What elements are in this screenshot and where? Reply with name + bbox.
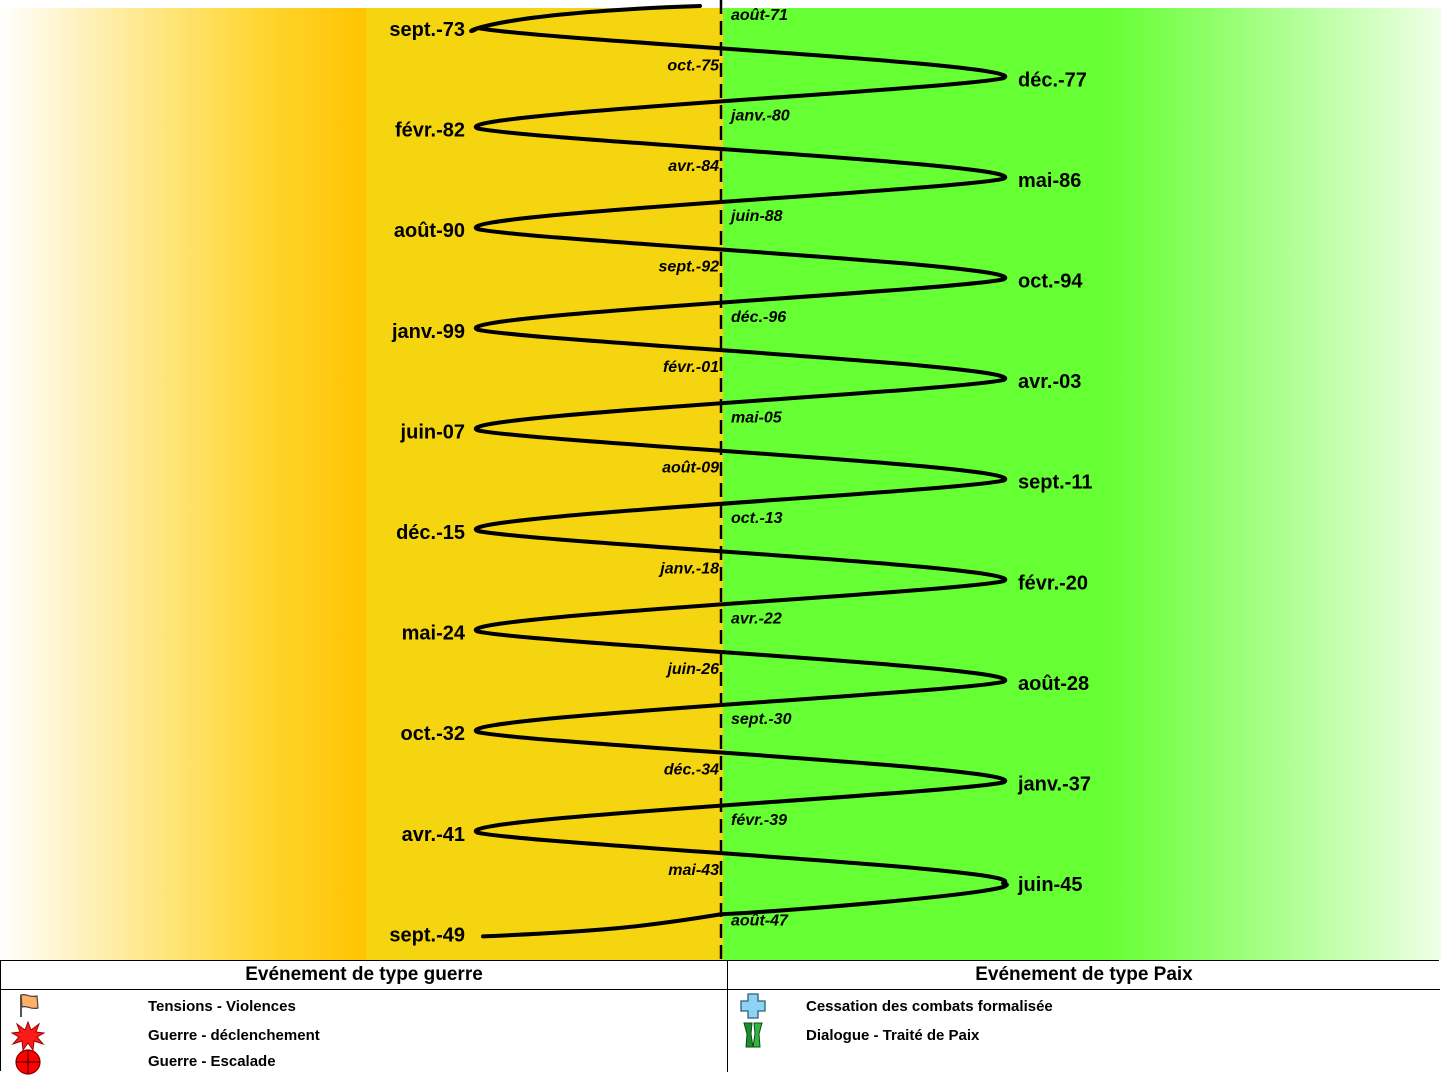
center-date-label: mai-05	[731, 409, 783, 426]
center-date-label: déc.-96	[731, 309, 786, 326]
right-peak-label: sept.-11	[1018, 472, 1092, 494]
left-peak-label: févr.-82	[395, 120, 465, 142]
right-peak-label: oct.-94	[1018, 271, 1083, 293]
left-peak-label: sept.-49	[389, 924, 465, 946]
left-peak-label: juin-07	[400, 421, 465, 443]
right-peak-label: févr.-20	[1018, 572, 1088, 594]
center-date-label: janv.-80	[729, 108, 790, 125]
explosion-icon	[10, 1020, 46, 1052]
war-fade-zone	[0, 8, 368, 960]
left-peak-label: août-90	[394, 220, 465, 242]
center-date-label: juin-26	[665, 661, 719, 678]
left-peak-label: sept.-73	[389, 19, 465, 41]
legend-item-label: Guerre - déclenchement	[148, 1027, 320, 1044]
legend-war-header: Evénement de type guerre	[1, 961, 727, 990]
handshake-icon	[738, 1021, 768, 1049]
legend-item-label: Tensions - Violences	[148, 998, 296, 1015]
right-peak-label: juin-45	[1017, 874, 1082, 896]
target-icon	[13, 1047, 43, 1075]
left-peak-label: janv.-99	[391, 321, 465, 343]
left-peak-label: oct.-32	[401, 723, 465, 745]
center-date-label: janv.-18	[658, 560, 719, 577]
center-date-label: avr.-22	[731, 611, 782, 628]
center-date-label: févr.-39	[731, 812, 787, 829]
right-peak-label: août-28	[1018, 673, 1089, 695]
center-date-label: août-71	[731, 7, 788, 24]
war-zone	[366, 8, 723, 960]
timeline-diagram: sept.-73 févr.-82 août-90 janv.-99 juin-07 dé…	[0, 0, 1441, 960]
legend: Evénement de type guerre Tensions - Viol…	[0, 960, 1440, 1075]
legend-peace-header: Evénement de type Paix	[728, 961, 1440, 990]
right-peak-label: avr.-03	[1018, 371, 1081, 393]
left-peak-label: déc.-15	[396, 522, 465, 544]
center-date-label: mai-43	[668, 862, 719, 879]
center-date-label: août-47	[731, 912, 789, 929]
center-date-label: oct.-13	[731, 510, 783, 527]
right-peak-label: mai-86	[1018, 170, 1081, 192]
legend-peace-column: Evénement de type Paix Cessation des com…	[728, 961, 1440, 1072]
flag-icon	[15, 992, 45, 1020]
left-peak-label: avr.-41	[402, 824, 465, 846]
peace-fade-zone	[1108, 8, 1441, 960]
center-date-label: sept.-30	[731, 711, 792, 728]
center-date-label: déc.-34	[664, 762, 719, 779]
legend-item-label: Guerre - Escalade	[148, 1053, 276, 1070]
center-date-label: oct.-75	[667, 57, 720, 74]
timeline-curve	[469, 4, 1009, 939]
left-peak-label: mai-24	[402, 623, 466, 645]
right-peak-label: janv.-37	[1017, 774, 1091, 796]
cross-icon	[738, 992, 768, 1020]
legend-item-label: Cessation des combats formalisée	[806, 998, 1053, 1015]
right-peak-label: déc.-77	[1018, 69, 1087, 91]
center-date-label: sept.-92	[659, 259, 720, 276]
legend-item-label: Dialogue - Traité de Paix	[806, 1027, 980, 1044]
center-date-label: févr.-01	[663, 359, 719, 376]
legend-war-column: Evénement de type guerre Tensions - Viol…	[1, 961, 728, 1075]
center-date-label: août-09	[662, 460, 719, 477]
center-date-label: juin-88	[729, 208, 783, 225]
center-date-label: avr.-84	[668, 158, 719, 175]
